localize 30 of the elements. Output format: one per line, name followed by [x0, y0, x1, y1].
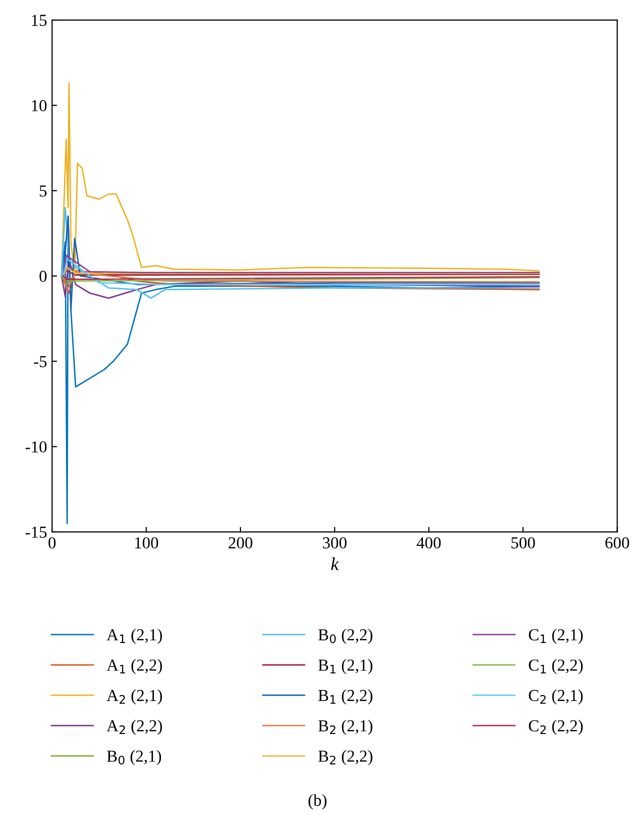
legend-label: A$_{1}$ (2,1) — [106, 628, 162, 644]
x-axis-title: k — [331, 557, 339, 570]
legend-label: C$_{1}$ (2,1) — [528, 628, 583, 644]
x-tick-label: 100 — [135, 537, 158, 548]
x-tick-label: 500 — [511, 537, 535, 548]
x-tick-label: 200 — [228, 537, 252, 548]
legend-label: C$_{2}$ (2,1) — [528, 689, 583, 705]
legend-label: B$_{2}$ (2,1) — [318, 720, 372, 735]
legend-label: A$_{1}$ (2,2) — [106, 659, 162, 674]
x-tick-label: 400 — [416, 537, 441, 548]
x-tick-label: 0 — [48, 537, 56, 548]
legend-label: B$_{0}$ (2,1) — [106, 750, 162, 766]
legend-label: A$_{2}$ (2,1) — [106, 689, 162, 705]
legend-label: B$_{1}$ (2,2) — [318, 689, 372, 705]
y-tick-label: 5 — [40, 186, 47, 197]
legend-label: C$_{1}$ (2,2) — [528, 659, 583, 674]
y-tick-label: -5 — [34, 356, 47, 368]
legend-label: B$_{0}$ (2,2) — [318, 628, 372, 644]
y-tick-label: -10 — [26, 441, 47, 453]
text: (b) — [308, 794, 326, 810]
y-tick-label: 15 — [32, 14, 47, 26]
legend-label: C$_{2}$ (2,2) — [528, 720, 583, 735]
legend-label: A$_{2}$ (2,2) — [106, 720, 162, 735]
legend-label: B$_{2}$ (2,2) — [318, 750, 372, 766]
y-tick-label: -15 — [26, 526, 47, 538]
y-tick-label: 10 — [32, 100, 47, 112]
legend-label: B$_{1}$ (2,1) — [318, 659, 372, 674]
x-tick-label: 600 — [605, 537, 630, 548]
y-tick-label: 0 — [40, 270, 47, 282]
x-tick-label: 300 — [322, 537, 347, 548]
